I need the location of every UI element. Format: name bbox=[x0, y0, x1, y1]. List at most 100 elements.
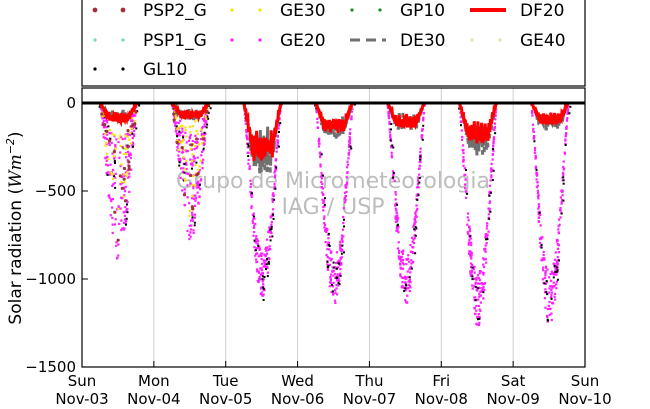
ge20-point bbox=[417, 182, 420, 186]
ge20-point bbox=[268, 229, 271, 232]
ge20-point bbox=[564, 139, 567, 142]
ge20-point bbox=[464, 187, 467, 190]
ge20-point bbox=[416, 207, 419, 210]
ge20-point bbox=[328, 285, 331, 288]
ge20-point bbox=[565, 125, 568, 128]
ge20-point bbox=[492, 141, 495, 145]
gl10-point bbox=[252, 215, 255, 218]
ge20-point bbox=[418, 160, 421, 164]
legend-swatch bbox=[92, 7, 98, 13]
ge20-point bbox=[557, 232, 561, 235]
ge20-point bbox=[128, 172, 131, 175]
ge20-point bbox=[246, 138, 249, 141]
ge20-point bbox=[315, 109, 318, 112]
ge20-point bbox=[420, 137, 424, 140]
ge20-point bbox=[557, 225, 560, 228]
legend-swatch bbox=[258, 8, 262, 12]
ge20-point bbox=[404, 299, 407, 302]
ge20-point bbox=[468, 225, 471, 228]
gl10-point bbox=[418, 177, 421, 180]
ge20-point bbox=[343, 201, 347, 204]
legend-item-gl10: GL10 bbox=[93, 60, 187, 80]
gl10-point bbox=[482, 291, 485, 294]
ge20-point bbox=[479, 301, 482, 304]
ge20-point bbox=[325, 230, 328, 234]
ge20-point bbox=[550, 312, 553, 315]
ge20-point bbox=[330, 250, 333, 253]
ge20-point bbox=[475, 304, 478, 308]
ge20-point bbox=[203, 133, 206, 136]
ge20-point bbox=[343, 196, 347, 200]
gl10-point bbox=[323, 197, 326, 200]
ge20-point bbox=[537, 205, 541, 208]
ge20-point bbox=[326, 263, 329, 266]
ge20-point bbox=[415, 215, 418, 219]
ge20-point bbox=[260, 252, 263, 255]
ge20-point bbox=[326, 248, 329, 251]
ge20-point bbox=[558, 208, 562, 212]
ge20-point bbox=[482, 266, 486, 269]
ge20-point bbox=[465, 191, 468, 194]
gl10-point bbox=[257, 244, 260, 247]
ge20-point bbox=[323, 215, 326, 218]
ge20-point bbox=[560, 201, 563, 204]
ge30-point bbox=[193, 144, 196, 148]
ge20-point bbox=[485, 241, 488, 245]
ge20-point bbox=[394, 215, 397, 218]
ge20-point bbox=[336, 273, 339, 276]
gl10-point bbox=[275, 166, 278, 169]
ge20-point bbox=[339, 243, 342, 246]
ge20-point bbox=[192, 155, 195, 158]
ge20-point bbox=[182, 178, 185, 181]
ge20-point bbox=[479, 309, 482, 312]
ge20-point bbox=[261, 280, 264, 283]
ge20-point bbox=[348, 149, 351, 152]
ge20-point bbox=[396, 247, 400, 250]
ge20-point bbox=[274, 165, 277, 168]
gl10-point bbox=[546, 293, 549, 296]
ge20-point bbox=[394, 198, 397, 201]
ge20-point bbox=[407, 257, 410, 260]
gl10-point bbox=[404, 287, 407, 290]
ge20-point bbox=[263, 253, 266, 256]
ge20-point bbox=[273, 176, 277, 179]
ge20-point bbox=[473, 312, 477, 316]
legend-label: GL10 bbox=[143, 60, 187, 80]
gl10-point bbox=[560, 212, 563, 215]
ge20-point bbox=[276, 139, 279, 142]
ge20-point bbox=[473, 271, 476, 274]
ge20-point bbox=[274, 169, 277, 173]
ge20-point bbox=[348, 141, 351, 144]
ge30-point bbox=[107, 157, 110, 161]
ge20-point bbox=[191, 213, 194, 217]
ge20-point bbox=[273, 182, 276, 186]
ge20-point bbox=[255, 235, 258, 238]
ge20-point bbox=[544, 306, 547, 309]
gl10-point bbox=[267, 260, 270, 263]
ge20-point bbox=[413, 229, 416, 232]
ge20-point bbox=[537, 207, 540, 210]
ge20-point bbox=[264, 255, 267, 258]
ge30-point bbox=[183, 177, 186, 180]
ge20-point bbox=[477, 298, 480, 301]
ge20-point bbox=[194, 197, 198, 200]
ge20-point bbox=[341, 215, 345, 219]
plot-area: Grupo de Micrometeorologia IAG / USP bbox=[81, 87, 586, 368]
legend-label: DE30 bbox=[400, 31, 445, 51]
gl10-point bbox=[340, 252, 343, 255]
gl10-point bbox=[113, 159, 116, 162]
ge20-point bbox=[546, 307, 549, 311]
ge20-point bbox=[262, 265, 265, 268]
gl10-point bbox=[331, 290, 334, 293]
ge20-point bbox=[479, 270, 483, 273]
ge20-point bbox=[469, 270, 472, 273]
ge20-point bbox=[340, 256, 343, 259]
ge20-point bbox=[183, 203, 186, 207]
gl10-point bbox=[320, 153, 323, 156]
psp2-g-point bbox=[126, 129, 130, 133]
ge20-point bbox=[552, 281, 555, 284]
ge20-point bbox=[462, 164, 465, 167]
ge20-point bbox=[414, 216, 417, 219]
ge20-point bbox=[321, 182, 324, 186]
ge20-point bbox=[394, 207, 397, 210]
